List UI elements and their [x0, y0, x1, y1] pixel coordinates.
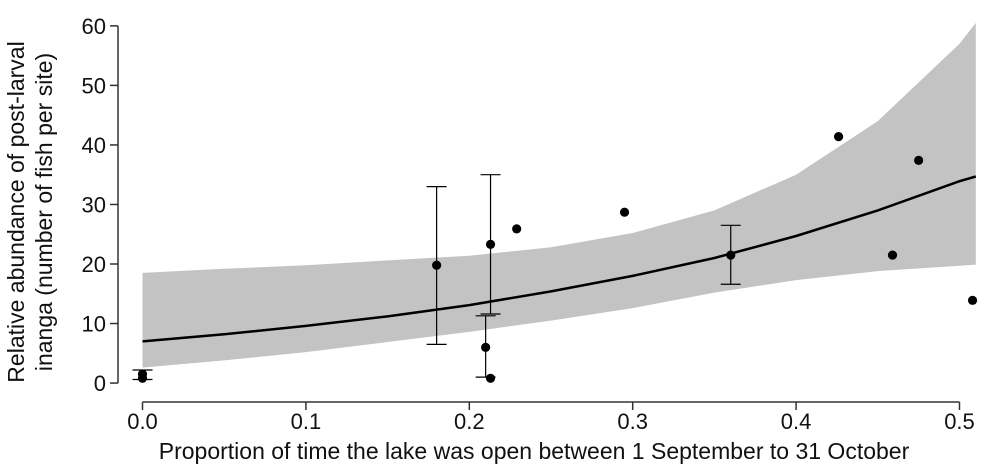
- axes-layer: 0.0 0.1 0.2 0.3 0.4 0.5 0 10 20 30 40 50 60: [82, 14, 975, 434]
- x-axis-title: Proportion of time the lake was open bet…: [159, 438, 910, 464]
- data-point: [481, 342, 491, 352]
- data-point: [726, 250, 736, 260]
- y-tick-label: 0: [94, 371, 106, 396]
- x-tick-label: 0.0: [127, 409, 158, 434]
- y-axis-title-line-2: inanga (number of fish per site): [31, 53, 57, 371]
- fit-line-layer: [142, 175, 977, 343]
- x-tick-label: 0.4: [781, 409, 812, 434]
- x-tick-label: 0.5: [944, 409, 975, 434]
- data-point: [914, 155, 924, 166]
- data-point: [619, 207, 630, 217]
- data-point: [967, 295, 978, 305]
- y-axis-title-line-1: Relative abundance of post-larval: [3, 41, 29, 382]
- y-tick-label: 10: [82, 312, 106, 337]
- data-point: [833, 131, 844, 142]
- x-tick-label: 0.1: [291, 409, 322, 434]
- data-point: [485, 373, 496, 383]
- data-point: [432, 260, 442, 270]
- y-tick-label: 30: [82, 192, 106, 217]
- data-points-layer: [137, 131, 978, 383]
- data-point: [887, 250, 898, 260]
- confidence-band-layer: [142, 22, 976, 368]
- y-tick-label: 60: [82, 14, 106, 39]
- data-point: [512, 224, 522, 234]
- y-tick-label: 50: [82, 73, 106, 98]
- data-point: [485, 239, 496, 249]
- y-tick-label: 40: [82, 133, 106, 158]
- y-tick-label: 20: [82, 252, 106, 277]
- x-tick-label: 0.3: [617, 409, 648, 434]
- confidence-band: [142, 22, 976, 368]
- fitted-line: [142, 175, 977, 343]
- x-tick-label: 0.2: [454, 409, 485, 434]
- data-point: [137, 373, 148, 383]
